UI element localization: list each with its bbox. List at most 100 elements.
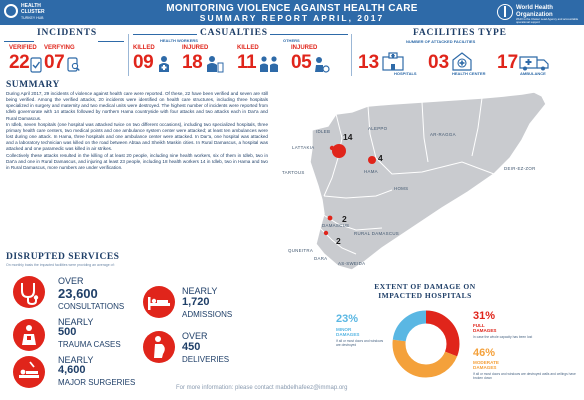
map-label-ar-ragga: AR-RAGGA xyxy=(430,132,456,137)
deliveries-prefix: OVER xyxy=(182,331,208,341)
who-emblem-icon xyxy=(497,4,513,20)
verifying-count: 07 xyxy=(44,52,65,73)
consultations-value: 23,600 xyxy=(58,286,98,301)
cluster-logo-line2: CLUSTER xyxy=(21,9,45,15)
map-label-tartous: TARTOUS xyxy=(282,170,305,175)
casualties-rule-right xyxy=(270,34,348,35)
consultations-label: CONSULTATIONS xyxy=(58,302,125,311)
trauma-icon xyxy=(13,319,45,351)
moderate-damage-desc: If all or most doors and windows are des… xyxy=(473,372,576,380)
surgeries-value: 4,600 xyxy=(58,364,86,376)
summary-paragraph: Collectively these attacks resulted in t… xyxy=(6,152,268,170)
others-label: OTHERS xyxy=(283,38,300,43)
verified-label: VERIFIED xyxy=(9,45,37,51)
hw-killed-label: KILLED xyxy=(133,45,155,51)
rural-damascus-count: 2 xyxy=(342,214,347,224)
incidents-title: INCIDENTS xyxy=(37,28,97,38)
moderate-damage-pct: 46% xyxy=(473,347,496,359)
map-label-as-sweida: AS-SWEIDA xyxy=(338,261,366,266)
hw-injured-count: 18 xyxy=(182,52,203,73)
full-damage-label: FULL DAMAGES xyxy=(473,323,496,334)
map-label-damascus: DAMASCUS xyxy=(322,223,350,228)
map-label-lattakia: LATTAKIA xyxy=(292,145,315,150)
others-killed-icon xyxy=(260,56,278,72)
who-logo: World Health Organization WHO is the Clus… xyxy=(497,2,582,24)
hospitals-label: HOSPITALS xyxy=(394,71,417,76)
hw-injured-label: INJURED xyxy=(182,45,209,51)
divider-1 xyxy=(128,34,129,76)
summary-text: During April 2017, 29 incidents of viole… xyxy=(6,91,268,171)
admissions-icon xyxy=(143,286,175,318)
syria-map: ALEPPO IDLEB AR-RAGGA LATTAKIA HAMA DEIR… xyxy=(272,78,582,283)
consultations-prefix: OVER xyxy=(58,276,84,286)
oth-injured-label: INJURED xyxy=(291,45,318,51)
verified-count: 22 xyxy=(9,52,30,73)
divider-2 xyxy=(351,34,352,76)
summary-paragraph: During April 2017, 29 incidents of viole… xyxy=(6,91,268,121)
others-injured-icon xyxy=(315,57,330,73)
summary-paragraph: In Idleb, seven hospitals (one hospital … xyxy=(6,121,268,152)
oth-killed-count: 11 xyxy=(237,52,257,73)
map-label-idleb: IDLEB xyxy=(316,129,331,134)
admissions-label: ADMISSIONS xyxy=(182,310,233,319)
map-label-hama: HAMA xyxy=(364,169,378,174)
cluster-logo-line1: HEALTH xyxy=(21,3,41,9)
minor-damage-slice xyxy=(392,310,460,378)
who-logo-line2: Organization xyxy=(516,12,553,18)
who-logo-line3: WHO is the Cluster Lead Agency and accou… xyxy=(516,17,579,24)
hama-incident-marker xyxy=(368,156,376,164)
deliveries-icon xyxy=(143,331,175,363)
facilities-title: FACILITIES TYPE xyxy=(413,28,507,38)
casualties-title: CASUALTIES xyxy=(200,28,268,38)
hama-count: 4 xyxy=(378,153,383,163)
verifying-label: VERFYING xyxy=(44,45,75,51)
damage-donut-chart xyxy=(392,310,460,378)
syria-map-shape xyxy=(309,91,547,271)
health-workers-label: HEALTH WORKERS xyxy=(160,38,198,43)
who-logo-line1: World Health xyxy=(516,5,553,11)
full-damage-label-2: DAMAGES xyxy=(473,328,497,334)
idleb-incident-marker-small xyxy=(329,145,335,151)
trauma-value: 500 xyxy=(58,326,77,338)
deliveries-label: DELIVERIES xyxy=(182,355,230,364)
health-center-icon xyxy=(452,52,472,71)
map-label-aleppo: ALEPPO xyxy=(368,126,388,131)
header-banner: HEALTH CLUSTER TURKEY HUB MONITORING VIOL… xyxy=(0,0,584,25)
map-label-quneitra: QUNEITRA xyxy=(288,248,314,253)
trauma-label: TRAUMA CASES xyxy=(58,340,121,349)
dara-incident-marker xyxy=(323,230,329,236)
ambulance-label: AMBULANCE xyxy=(520,71,546,76)
damage-title-line2: IMPACTED HOSPITALS xyxy=(378,291,472,300)
idleb-count: 14 xyxy=(343,132,353,142)
surgeries-label: MAJOR SURGERIES xyxy=(58,378,136,387)
admissions-value: 1,720 xyxy=(182,296,210,308)
health-worker-killed-icon xyxy=(159,56,169,72)
minor-damage-desc: If all or most doors and windows are des… xyxy=(336,339,384,347)
map-label-homs: HOMS xyxy=(394,186,409,191)
moderate-damage-label: MODERATE DAMAGES xyxy=(473,360,499,371)
map-label-deir-ez-zor: DEIR-EZ-ZOR xyxy=(504,166,536,171)
moderate-damage-label-2: DAMAGES xyxy=(473,365,497,371)
incidents-rule-right xyxy=(98,41,124,42)
incidents-rule-left xyxy=(4,41,34,42)
hw-killed-count: 09 xyxy=(133,52,154,73)
deliveries-value: 450 xyxy=(182,341,201,353)
surgeries-prefix: NEARLY xyxy=(58,355,94,365)
moderate-damage-slice xyxy=(392,310,460,378)
damage-title-line1: EXTENT OF DAMAGE ON xyxy=(374,282,476,291)
dara-count: 2 xyxy=(336,236,341,246)
map-label-dara: DARA xyxy=(314,256,328,261)
facilities-subtitle: NUMBER OF ATTACKED FACILITIES xyxy=(406,39,476,44)
full-damage-label-1: FULL xyxy=(473,323,485,328)
hospitals-count: 13 xyxy=(358,52,380,73)
ambulance-icon xyxy=(519,56,549,71)
oth-injured-count: 05 xyxy=(291,52,312,73)
ambulance-count: 17 xyxy=(497,52,519,73)
full-damage-desc: In case the whole capacity has been lost xyxy=(473,335,533,339)
footer-contact: For more information: please contact mab… xyxy=(176,385,348,391)
report-subtitle: SUMMARY REPORT APRIL, 2017 xyxy=(199,13,385,23)
idleb-incident-marker xyxy=(332,144,346,158)
trauma-prefix: NEARLY xyxy=(58,317,94,327)
oth-killed-label: KILLED xyxy=(237,45,259,51)
full-damage-pct: 31% xyxy=(473,310,496,322)
